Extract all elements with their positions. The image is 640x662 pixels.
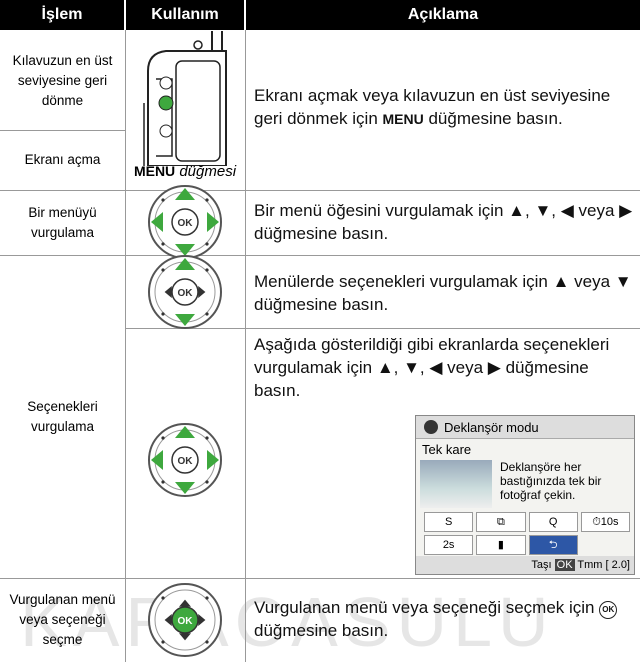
dot <box>205 312 209 316</box>
dot <box>205 268 209 272</box>
dot <box>161 480 165 484</box>
ok-button <box>171 446 199 474</box>
dot <box>161 596 165 600</box>
options: S ⧉ Q ⏱10s 2s ▮ ⮌ <box>424 512 630 555</box>
ok-label: OK <box>178 288 194 299</box>
arrow <box>175 482 195 494</box>
description: Vurgulanan menü veya seçeneği seçmek içi… <box>254 596 634 642</box>
description: Aşağıda gösterildiği gibi ekranlarda seç… <box>254 335 610 400</box>
multi-selector: OK <box>148 423 222 497</box>
multi-selector: OK <box>148 583 222 657</box>
row-line <box>0 130 125 131</box>
photo <box>420 460 492 508</box>
action: Bir menüyü vurgulama <box>28 205 97 240</box>
dot <box>205 596 209 600</box>
action: Vurgulanan menü veya seçeneği seçme <box>9 592 116 647</box>
dot <box>161 436 165 440</box>
header-cell: Açıklama <box>246 0 640 30</box>
screen-mode: Tek kare <box>422 442 472 457</box>
text: Vurgulanan menü veya seçeneği seçmek içi… <box>254 598 600 617</box>
dot <box>161 640 165 644</box>
watermark: KARACASULU <box>20 583 555 661</box>
action: Kılavuzun en üst seviyesine geri dönme <box>12 53 113 108</box>
column-line <box>245 30 246 662</box>
column-line <box>125 30 126 662</box>
header-cell: Kullanım <box>126 0 244 30</box>
ok-button <box>171 278 199 306</box>
option: ⏱10s <box>580 512 630 532</box>
button-word: düğmesi <box>179 163 237 180</box>
dot <box>161 198 165 202</box>
arrow <box>179 599 191 607</box>
dot <box>161 242 165 246</box>
row-line <box>125 328 640 329</box>
footer-text: Tmm <box>577 559 603 571</box>
footer-text: [ 2.0] <box>605 559 630 571</box>
dot <box>205 198 209 202</box>
camera-illustration <box>143 31 227 166</box>
arrow <box>198 614 206 626</box>
option: ⧉ <box>476 512 526 532</box>
description: Ekranı açmak veya kılavuzun en üst seviy… <box>254 84 634 131</box>
arrow <box>175 426 195 438</box>
option: 2s <box>424 535 474 555</box>
dot <box>205 242 209 246</box>
arrow <box>151 450 163 470</box>
usage-label: MENU düğmesi <box>126 163 244 180</box>
arrow <box>207 212 219 232</box>
arrow <box>175 188 195 200</box>
arrow <box>164 286 172 298</box>
menu-key: MENU <box>133 163 176 179</box>
multi-selector: OK <box>148 255 222 329</box>
ok-label: OK <box>178 616 194 627</box>
ok-label: OK <box>178 456 194 467</box>
arrow <box>175 258 195 270</box>
ok-label: OK <box>178 218 194 229</box>
footer-text: OK <box>554 559 575 571</box>
arrow <box>175 244 195 256</box>
option: ⮌ <box>528 535 578 555</box>
option: ▮ <box>476 535 526 555</box>
ok-button <box>171 606 199 634</box>
arrow <box>207 450 219 470</box>
ok-icon: OK <box>599 601 618 619</box>
text: Ekranı açmak veya kılavuzun en üst seviy… <box>254 86 611 128</box>
option: S <box>424 512 474 532</box>
text: düğmesine basın. <box>423 109 563 128</box>
row-line <box>0 578 640 579</box>
screen-title: Deklanşör modu <box>444 420 539 435</box>
ring <box>154 589 216 651</box>
text: düğmesine basın. <box>254 621 389 640</box>
screen-bar <box>416 416 634 439</box>
dot <box>205 436 209 440</box>
arrow <box>151 212 163 232</box>
dot <box>161 312 165 316</box>
ok-button <box>171 208 199 236</box>
arrow <box>164 614 172 626</box>
action: Ekranı açma <box>24 152 101 167</box>
option: Q <box>528 512 578 532</box>
dot <box>161 268 165 272</box>
action: Seçenekleri vurgulama <box>27 399 98 434</box>
row-line <box>0 190 640 191</box>
header-cell: İşlem <box>0 0 124 30</box>
row-line <box>0 255 640 256</box>
menu-key: MENU <box>382 111 424 127</box>
description: Menülerde seçenekleri vurgulamak için ▲ … <box>254 272 632 314</box>
camera-icon <box>424 420 438 434</box>
dot <box>205 640 209 644</box>
dot <box>205 480 209 484</box>
description: Bir menü öğesini vurgulamak için ▲, ▼, ◀… <box>254 201 633 243</box>
screen-footer: Taşı OK Tmm [ 2.0] <box>416 556 634 574</box>
footer-text: Taşı <box>531 559 552 571</box>
multi-selector: OK <box>148 185 222 259</box>
arrow <box>175 314 195 326</box>
screen-text: Deklanşöre her bastığınızda tek bir foto… <box>500 460 602 502</box>
camera-screen: Deklanşör modu Tek kare Deklanşöre her b… <box>415 415 635 575</box>
arrow <box>198 286 206 298</box>
arrow <box>179 633 191 641</box>
